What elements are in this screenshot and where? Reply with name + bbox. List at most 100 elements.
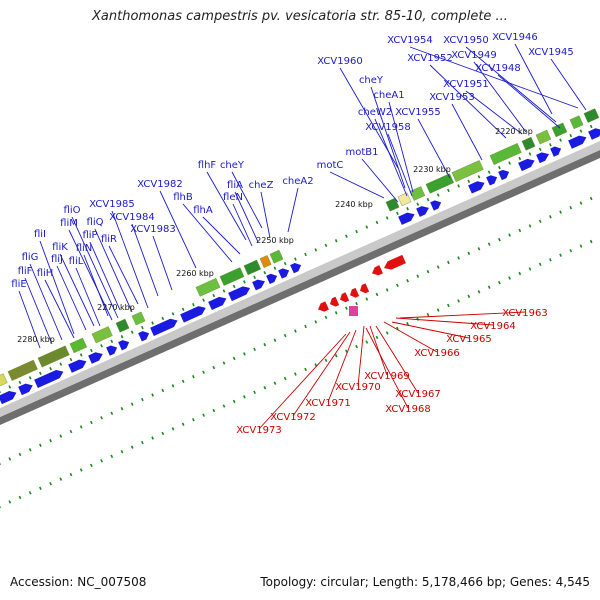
leader-line <box>56 265 87 331</box>
tick-mark <box>79 353 83 357</box>
forward-genes <box>0 128 600 405</box>
kbp-labels: 2220 kbp 2230 kbp 2240 kbp 2250 kbp 2260 kbp… <box>17 127 533 344</box>
feature-block <box>385 197 400 212</box>
feature-block <box>409 186 426 201</box>
forward-gene-arrow <box>568 135 587 149</box>
feature-blocks <box>0 108 600 387</box>
gene-label: XCV1964 <box>470 321 515 332</box>
kbp-label: 2270 kbp <box>97 303 135 312</box>
tick-mark <box>447 303 450 308</box>
tick-mark <box>171 427 175 431</box>
feature-block <box>195 278 221 297</box>
tick-mark <box>49 438 52 443</box>
feature-block <box>91 326 113 344</box>
tick-mark <box>283 261 287 266</box>
gene-label: XCV1984 <box>109 212 154 223</box>
gene-label: fliL <box>69 256 84 267</box>
feature-block <box>425 173 454 194</box>
tick-mark <box>447 260 450 265</box>
leader-line <box>258 333 347 430</box>
tick-mark <box>457 184 460 188</box>
backbone-band <box>0 141 600 417</box>
tick-mark <box>232 284 236 289</box>
tick-mark <box>212 293 216 298</box>
tick-mark <box>345 306 348 310</box>
kbp-label: 2230 kbp <box>413 165 451 174</box>
tick-mark <box>161 388 165 393</box>
leader-line <box>550 58 587 111</box>
feature-block <box>7 359 38 381</box>
feature-block <box>243 259 262 276</box>
tick-mark <box>100 416 103 420</box>
tick-mark <box>375 220 379 225</box>
gene-label: cheA2 <box>282 176 313 187</box>
tick-mark <box>273 338 277 342</box>
tick-mark <box>528 152 532 156</box>
kbp-ticks-inner <box>0 239 593 508</box>
tick-mark <box>589 239 593 244</box>
forward-label-lines <box>18 43 587 349</box>
tick-mark <box>120 335 124 339</box>
leader-line <box>234 191 259 243</box>
tick-mark <box>589 196 593 201</box>
gene-label: cheZ <box>249 180 274 191</box>
leader-line <box>395 317 494 326</box>
leader-line <box>473 61 527 133</box>
tick-mark <box>39 443 42 447</box>
forward-gene-arrow <box>208 296 227 311</box>
tick-mark <box>18 380 22 385</box>
tick-mark <box>243 395 246 399</box>
tick-mark <box>396 283 399 288</box>
tick-mark <box>8 457 12 461</box>
gene-label: XCV1969 <box>364 371 409 382</box>
leader-line <box>409 46 579 109</box>
feature-block <box>583 108 600 123</box>
forward-gene-arrow <box>416 206 429 217</box>
tick-mark <box>181 307 185 311</box>
tick-mark <box>222 404 226 408</box>
forward-gene-arrow <box>468 181 485 194</box>
tick-mark <box>426 312 430 317</box>
tick-mark <box>202 370 205 374</box>
gene-label: fliA <box>227 180 243 191</box>
gene-label: XCV1946 <box>492 32 537 43</box>
tick-mark <box>232 399 236 404</box>
tick-mark <box>90 463 93 468</box>
leader-line <box>387 133 413 197</box>
tick-mark <box>171 312 175 316</box>
tick-mark <box>406 207 409 211</box>
leader-line <box>327 329 357 403</box>
leader-line <box>451 103 483 161</box>
tick-mark <box>477 247 481 251</box>
forward-gene-arrow <box>68 359 87 373</box>
forward-gene-arrow <box>266 273 278 285</box>
gene-label: fliM <box>60 218 78 229</box>
tick-mark <box>467 179 471 184</box>
tick-mark <box>130 402 134 406</box>
leader-line <box>108 245 139 305</box>
tick-mark <box>589 124 593 129</box>
gene-label: fliH <box>37 268 54 279</box>
tick-mark <box>487 285 491 289</box>
gene-label: XCV1952 <box>407 53 452 64</box>
gene-label: XCV1972 <box>270 412 315 423</box>
gene-label: flhF <box>198 160 217 171</box>
gene-label: fliF <box>18 266 33 277</box>
tick-mark <box>202 298 205 302</box>
tick-mark <box>345 349 348 353</box>
gene-label: XCV1960 <box>317 56 362 67</box>
forward-gene-arrow <box>150 318 178 337</box>
tick-mark <box>518 156 522 161</box>
forward-gene-arrow <box>398 212 415 225</box>
feature-block <box>37 345 70 368</box>
tick-mark <box>477 290 481 294</box>
leader-line <box>44 279 75 339</box>
tick-mark <box>569 248 573 253</box>
leader-line <box>75 267 101 327</box>
gene-label: cheY <box>359 75 384 86</box>
tick-mark <box>253 275 256 279</box>
forward-gene-arrow <box>252 279 265 291</box>
tick-mark <box>69 429 73 434</box>
feature-block <box>259 255 272 268</box>
leader-line <box>429 64 507 139</box>
